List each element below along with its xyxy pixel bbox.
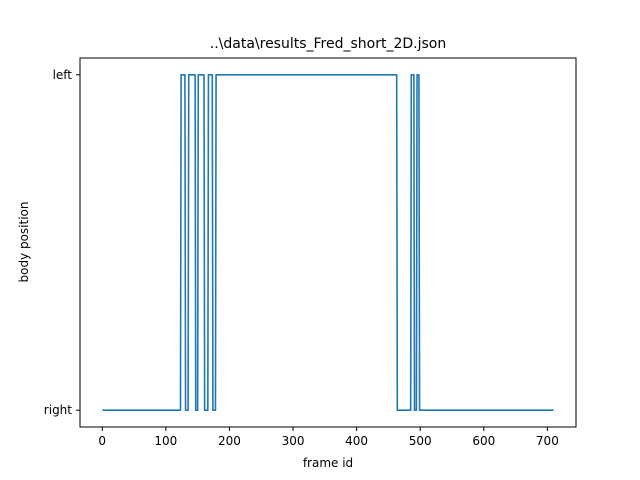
chart-title: ..\data\results_Fred_short_2D.json <box>210 36 447 52</box>
x-tick-label: 400 <box>345 434 368 448</box>
x-axis-label: frame id <box>303 456 353 470</box>
x-tick-label: 500 <box>409 434 432 448</box>
x-axis: 0 100 200 300 400 500 600 700 <box>98 427 559 448</box>
y-axis: right left <box>44 68 80 417</box>
x-tick-label: 100 <box>154 434 177 448</box>
x-tick-label: 600 <box>472 434 495 448</box>
y-tick-label: left <box>53 68 73 82</box>
series-layer <box>102 73 554 412</box>
plot-frame <box>79 57 577 428</box>
x-tick-label: 300 <box>282 434 305 448</box>
x-tick-label: 700 <box>536 434 559 448</box>
y-tick-label: right <box>44 403 72 417</box>
x-tick-label: 200 <box>218 434 241 448</box>
series-line-0 <box>102 73 554 412</box>
x-tick-label: 0 <box>98 434 106 448</box>
y-axis-label: body position <box>17 201 31 282</box>
